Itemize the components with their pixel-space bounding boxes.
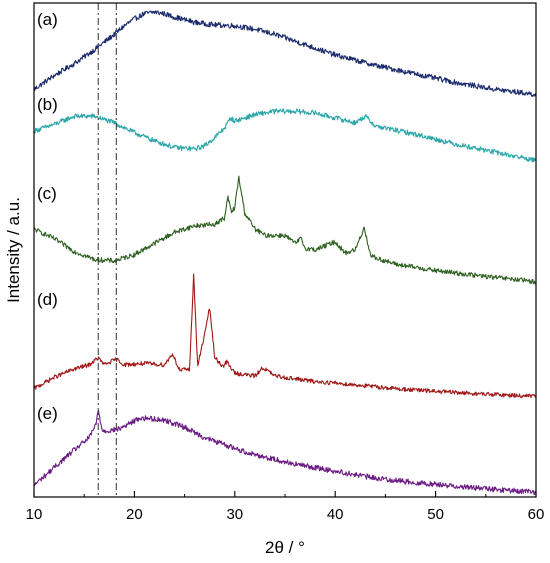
series-line-a [33, 10, 537, 98]
series-label-a: (a) [37, 10, 58, 29]
y-axis-label: Intensity / a.u. [4, 197, 23, 303]
x-axis-ticks: 10 20 30 40 50 60 [26, 491, 545, 523]
x-tick-label-60: 60 [528, 506, 545, 523]
series-label-d: (d) [37, 290, 58, 309]
x-tick-label-50: 50 [427, 506, 444, 523]
x-tick-label-30: 30 [226, 506, 243, 523]
x-tick-label-40: 40 [327, 506, 344, 523]
series-line-d [33, 273, 537, 399]
series-label-c: (c) [37, 184, 57, 203]
series-label-e: (e) [37, 404, 58, 423]
reference-lines-group [97, 3, 117, 497]
series-line-b [33, 108, 537, 163]
x-tick-label-20: 20 [126, 506, 143, 523]
trace-labels-group: (a) (b) (c) (d) (e) [37, 10, 58, 423]
x-axis-label: 2θ / ° [265, 538, 305, 557]
x-tick-label-10: 10 [26, 506, 43, 523]
series-line-c [33, 175, 537, 285]
series-line-e [33, 409, 537, 496]
traces-group [33, 10, 537, 496]
series-label-b: (b) [37, 95, 58, 114]
